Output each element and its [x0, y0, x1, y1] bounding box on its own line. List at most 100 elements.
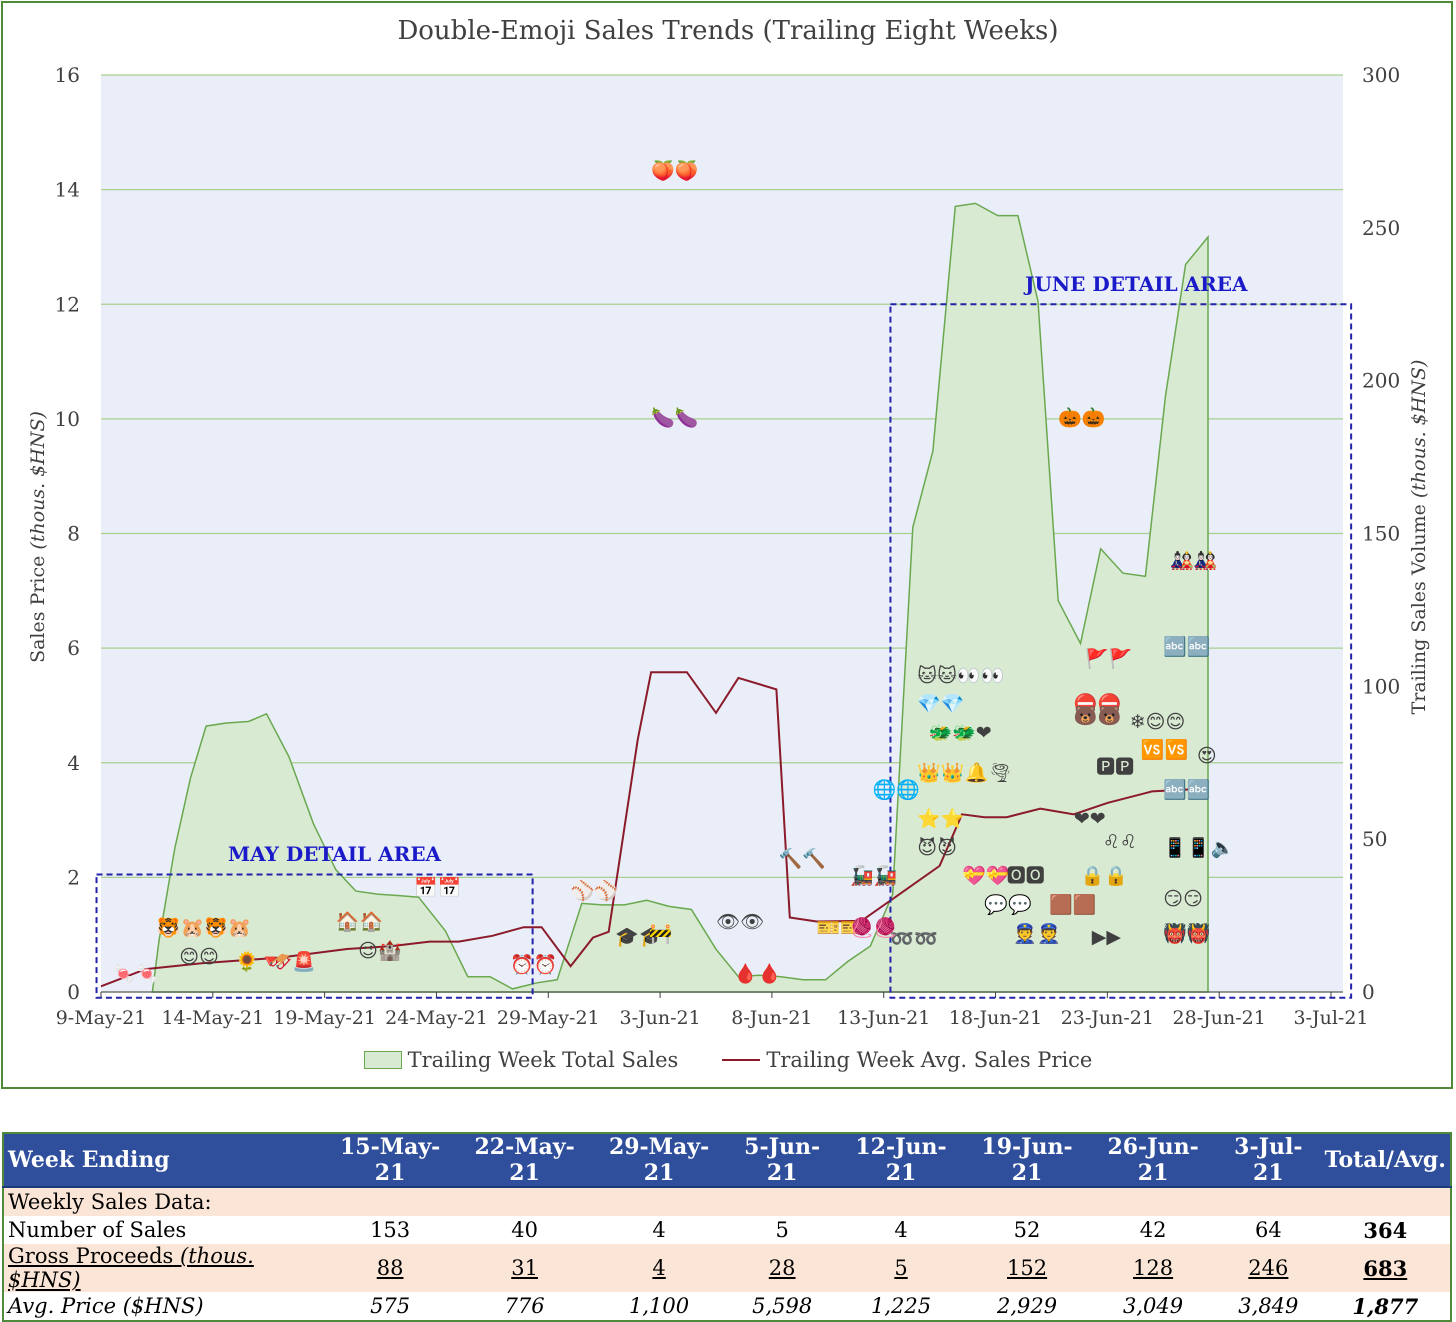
emoji-mark: 🆚🆚 — [1140, 739, 1189, 762]
emoji-mark: 👑👑🔔🌪 — [917, 762, 1013, 785]
summary-table: Week Ending 15-May-21 22-May-21 29-May-2… — [2, 1132, 1452, 1322]
table-cell: 4 — [591, 1244, 727, 1292]
table-header-cell: 29-May-21 — [591, 1133, 727, 1188]
emoji-mark: ▶▶ — [1091, 925, 1121, 948]
table-header-cell: 22-May-21 — [457, 1133, 592, 1188]
table-section-row: Weekly Sales Data: — [3, 1187, 1451, 1216]
table-total-cell: 364 — [1320, 1216, 1451, 1244]
x-tick-label: 24-May-21 — [385, 1007, 488, 1029]
y-tick-label-right: 300 — [1362, 63, 1400, 87]
table-cell: 42 — [1090, 1216, 1217, 1244]
x-tick-label: 23-Jun-21 — [1061, 1007, 1154, 1029]
emoji-mark: 😏😏 — [1163, 888, 1203, 911]
x-tick-label: 18-Jun-21 — [949, 1007, 1042, 1029]
emoji-mark: ♌♌ — [1102, 830, 1137, 853]
legend-swatch-line — [722, 1059, 761, 1061]
row-label: Number of Sales — [3, 1216, 323, 1244]
y-tick-label-left: 16 — [55, 63, 80, 87]
emoji-mark: 🏠🏠 — [335, 911, 384, 934]
table-cell: 246 — [1216, 1244, 1321, 1292]
emoji-mark: ❤❤ — [1073, 808, 1106, 831]
emoji-mark: 😊😊 — [179, 945, 219, 968]
emoji-mark: 🔤🔤 — [1163, 779, 1211, 802]
emoji-mark: 🍑🍑 — [651, 160, 699, 183]
table-row: Avg. Price ($HNS) 575 776 1,100 5,598 1,… — [3, 1292, 1451, 1321]
legend-label-avg-price: Trailing Week Avg. Sales Price — [766, 1048, 1093, 1072]
emoji-mark: ❄😊😊 — [1129, 710, 1186, 733]
table-header-cell: Week Ending — [3, 1133, 323, 1188]
june-detail-label: JUNE DETAIL AREA — [1025, 272, 1248, 296]
emoji-mark: 🛷🚨 — [268, 951, 317, 974]
emoji-mark: 🐱🐱👀👀 — [917, 664, 1005, 687]
emoji-mark: 🔨🔨 — [778, 848, 826, 871]
table-header-cell: 19-Jun-21 — [964, 1133, 1091, 1188]
emoji-mark: 😈😈 — [917, 836, 957, 859]
emoji-mark: 🍬🍬 — [112, 962, 160, 985]
table-header-cell: 5-Jun-21 — [726, 1133, 838, 1188]
emoji-mark: 🩸🩸 — [733, 962, 782, 985]
table-cell: 1,100 — [591, 1292, 727, 1321]
emoji-mark: 🟫🟫 — [1049, 894, 1097, 917]
emoji-mark: 🧶🧶 — [850, 916, 898, 939]
y-tick-label-left: 14 — [55, 178, 80, 202]
emoji-mark: ⛔⛔ — [1073, 693, 1122, 716]
legend-label-total-sales: Trailing Week Total Sales — [407, 1048, 679, 1072]
y-tick-label-right: 150 — [1362, 522, 1400, 546]
legend-item-avg-price: Trailing Week Avg. Sales Price — [722, 1048, 1092, 1072]
emoji-mark: 🐯🐹🐯🐹 — [156, 916, 252, 939]
table-row: Number of Sales 153 40 4 5 4 52 42 64 36… — [3, 1216, 1451, 1244]
emoji-mark: 💬💬 — [984, 894, 1032, 917]
emoji-mark: 📱📱🔈 — [1163, 836, 1235, 859]
x-tick-label: 28-Jun-21 — [1173, 1007, 1266, 1029]
series-area-total-sales — [151, 202, 1209, 993]
emoji-mark: 🅿🅿 — [1096, 756, 1135, 779]
table-cell: 4 — [591, 1216, 727, 1244]
table-header-cell: 12-Jun-21 — [838, 1133, 965, 1188]
y-axis-right-unit: (thous. $HNS) — [1408, 359, 1430, 499]
table-total-cell: 1,877 — [1320, 1292, 1451, 1321]
y-tick-label-left: 8 — [67, 522, 80, 546]
row-label-text: Gross Proceeds — [8, 1244, 174, 1268]
table-header-cell: 3-Jul-21 — [1216, 1133, 1321, 1188]
table-cell: 3,849 — [1216, 1292, 1321, 1321]
x-tick-label: 13-Jun-21 — [837, 1007, 930, 1029]
table-cell: 575 — [322, 1292, 458, 1321]
table-cell: 1,225 — [838, 1292, 965, 1321]
emoji-mark: 🅾🅾 — [1006, 865, 1045, 888]
emoji-mark: ⚾⚾ — [570, 879, 618, 902]
table-section-label: Weekly Sales Data: — [3, 1187, 1451, 1216]
y-tick-label-left: 12 — [55, 292, 80, 316]
emoji-mark: 🎫🎫 — [816, 916, 864, 939]
y-tick-label-right: 0 — [1362, 980, 1375, 1004]
chart-title: Double-Emoji Sales Trends (Trailing Eigh… — [397, 16, 1059, 46]
emoji-mark: 🌻🔻 — [235, 951, 283, 974]
x-tick-label: 14-May-21 — [161, 1007, 264, 1029]
table-cell: 152 — [964, 1244, 1091, 1292]
y-tick-label-right: 100 — [1362, 674, 1400, 698]
table-cell: 153 — [322, 1216, 458, 1244]
table-cell: 88 — [322, 1244, 458, 1292]
table-cell: 776 — [457, 1292, 592, 1321]
table-header-cell: 26-Jun-21 — [1090, 1133, 1217, 1188]
emoji-mark: 😉🏰 — [358, 939, 402, 962]
x-tick-label: 3-Jul-21 — [1293, 1007, 1368, 1029]
emoji-mark: 😍 — [1196, 745, 1217, 768]
table-cell: 52 — [964, 1216, 1091, 1244]
emoji-mark: 🎎🎎 — [1169, 550, 1218, 573]
x-tick-label: 29-May-21 — [497, 1007, 600, 1029]
row-label: Gross Proceeds (thous. $HNS) — [3, 1244, 323, 1292]
table-cell: 64 — [1216, 1216, 1321, 1244]
chart-plot: 9-May-21 14-May-21 19-May-21 24-May-21 29-Ma… — [55, 63, 1401, 1029]
emoji-mark: 🌐🌐 — [872, 779, 920, 802]
emoji-mark: ➿➿ — [890, 928, 938, 951]
emoji-mark: 🐲🐲❤ — [928, 722, 992, 745]
emoji-mark: 👹👹 — [1163, 922, 1211, 945]
emoji-mark: ⭐⭐ — [917, 808, 965, 831]
x-tick-label: 8-Jun-21 — [731, 1007, 812, 1029]
row-label-unit: (thous. $HNS) — [8, 1244, 254, 1292]
y-axis-left-label: Sales Price — [27, 555, 49, 663]
emoji-mark: 💝💝 — [962, 865, 1010, 888]
emoji-mark: 🚂🚂 — [850, 865, 898, 888]
y-axis-left-unit: (thous. $HNS) — [27, 411, 49, 550]
y-tick-label-right: 250 — [1362, 216, 1400, 240]
